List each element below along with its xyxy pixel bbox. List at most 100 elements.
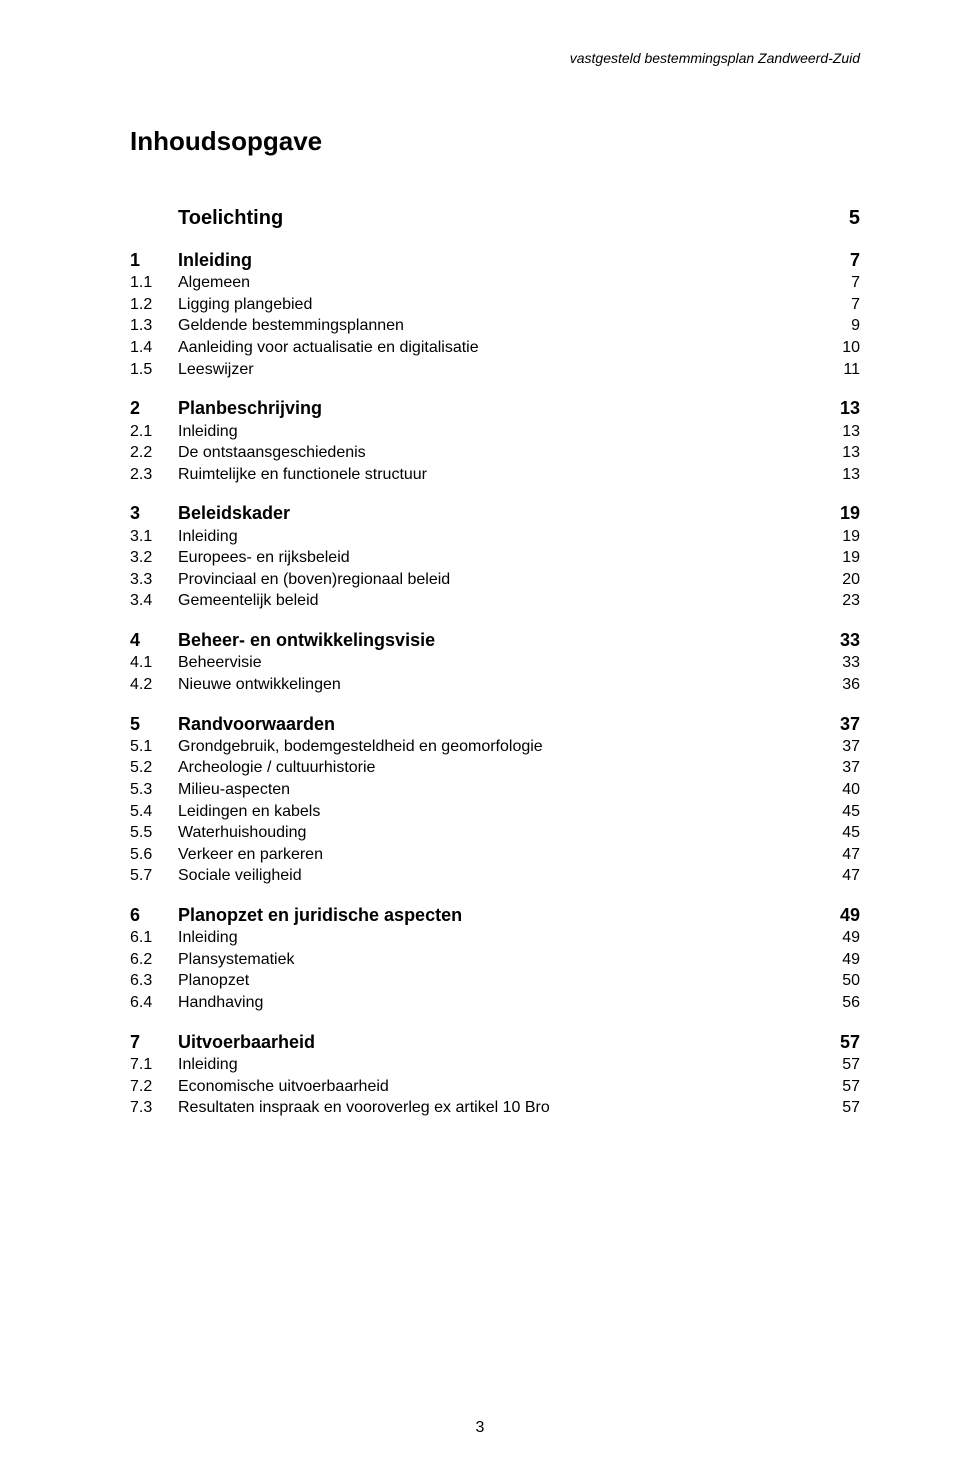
toc-entry-page: 49 (820, 927, 860, 949)
toc-row: 3.2Europees- en rijksbeleid19 (130, 547, 860, 569)
toc-entry-title: Milieu-aspecten (178, 779, 820, 801)
toc-row: 3.1Inleiding19 (130, 526, 860, 548)
toc-row: 6.1Inleiding49 (130, 927, 860, 949)
toc-entry-title: Inleiding (178, 1054, 820, 1076)
toc-entry-number: 4 (130, 628, 178, 652)
toc-entry-title: Planbeschrijving (178, 396, 820, 420)
toc-row: 7.2Economische uitvoerbaarheid57 (130, 1076, 860, 1098)
toc-entry-title: Geldende bestemmingsplannen (178, 315, 820, 337)
toc-entry-page: 37 (820, 757, 860, 779)
toc-entry-title: Randvoorwaarden (178, 712, 820, 736)
toc-entry-number: 5.7 (130, 865, 178, 887)
toc-entry-number: 5.2 (130, 757, 178, 779)
toc-entry-number: 4.2 (130, 674, 178, 696)
toc-entry-title: Verkeer en parkeren (178, 844, 820, 866)
toc-entry-page: 57 (820, 1076, 860, 1098)
toc-entry-number: 1.4 (130, 337, 178, 359)
toc-row: 1.2Ligging plangebied7 (130, 294, 860, 316)
toc-spacer (130, 696, 860, 712)
toc-entry-number: 4.1 (130, 652, 178, 674)
toc-entry-title: Beheer- en ontwikkelingsvisie (178, 628, 820, 652)
toc-entry-page: 19 (820, 547, 860, 569)
toc-entry-title: Aanleiding voor actualisatie en digitali… (178, 337, 820, 359)
toc-entry-number: 6 (130, 903, 178, 927)
toc-row: 4.1Beheervisie33 (130, 652, 860, 674)
toc-entry-title: Inleiding (178, 421, 820, 443)
toc-entry-number: 7.1 (130, 1054, 178, 1076)
toc-row: 7.3Resultaten inspraak en vooroverleg ex… (130, 1097, 860, 1119)
toc-entry-page: 57 (820, 1097, 860, 1119)
toc-entry-number: 1.3 (130, 315, 178, 337)
toc-row: 4.2Nieuwe ontwikkelingen36 (130, 674, 860, 696)
toc-entry-page: 36 (820, 674, 860, 696)
toc-entry-page: 23 (820, 590, 860, 612)
toc-row: 5.6Verkeer en parkeren47 (130, 844, 860, 866)
toc-entry-page: 13 (820, 421, 860, 443)
toc-entry-title: Beleidskader (178, 501, 820, 525)
toc-entry-number: 3.3 (130, 569, 178, 591)
page-number: 3 (0, 1419, 960, 1437)
toc-row: 5.3Milieu-aspecten40 (130, 779, 860, 801)
toc-entry-number: 5 (130, 712, 178, 736)
toc-entry-page: 10 (820, 337, 860, 359)
toc-entry-title: Grondgebruik, bodemgesteldheid en geomor… (178, 736, 820, 758)
toc-row: 5.2Archeologie / cultuurhistorie37 (130, 757, 860, 779)
toc-entry-title: Economische uitvoerbaarheid (178, 1076, 820, 1098)
toc-entry-page: 13 (820, 442, 860, 464)
toc-entry-title: Toelichting (178, 205, 820, 232)
toc-entry-title: Provinciaal en (boven)regionaal beleid (178, 569, 820, 591)
toc-entry-page: 7 (820, 294, 860, 316)
toc-entry-number: 6.4 (130, 992, 178, 1014)
toc-entry-title: Ligging plangebied (178, 294, 820, 316)
toc-row: 6.2Plansystematiek49 (130, 949, 860, 971)
toc-spacer (130, 232, 860, 248)
toc-row: 6.4Handhaving56 (130, 992, 860, 1014)
toc-entry-page: 47 (820, 844, 860, 866)
toc-row: Toelichting5 (130, 205, 860, 232)
table-of-contents: Toelichting51Inleiding71.1Algemeen71.2Li… (130, 205, 860, 1119)
toc-entry-number: 5.1 (130, 736, 178, 758)
toc-entry-page: 57 (820, 1054, 860, 1076)
toc-row: 5.5Waterhuishouding45 (130, 822, 860, 844)
toc-entry-page: 49 (820, 949, 860, 971)
document-page: vastgesteld bestemmingsplan Zandweerd-Zu… (0, 0, 960, 1463)
toc-entry-number: 6.2 (130, 949, 178, 971)
toc-row: 1.1Algemeen7 (130, 272, 860, 294)
toc-entry-number: 2.2 (130, 442, 178, 464)
toc-row: 1.3Geldende bestemmingsplannen9 (130, 315, 860, 337)
toc-entry-number: 7.2 (130, 1076, 178, 1098)
toc-entry-number: 5.4 (130, 801, 178, 823)
toc-entry-number: 2 (130, 396, 178, 420)
toc-entry-number: 1.5 (130, 359, 178, 381)
toc-entry-title: Planopzet (178, 970, 820, 992)
toc-entry-number: 1.2 (130, 294, 178, 316)
toc-row: 7.1Inleiding57 (130, 1054, 860, 1076)
toc-entry-title: Sociale veiligheid (178, 865, 820, 887)
toc-entry-page: 57 (820, 1030, 860, 1054)
toc-entry-page: 33 (820, 628, 860, 652)
toc-row: 3Beleidskader19 (130, 501, 860, 525)
toc-entry-title: Resultaten inspraak en vooroverleg ex ar… (178, 1097, 820, 1119)
running-head: vastgesteld bestemmingsplan Zandweerd-Zu… (130, 50, 860, 66)
toc-entry-page: 11 (820, 359, 860, 381)
toc-spacer (130, 612, 860, 628)
toc-entry-page: 13 (820, 464, 860, 486)
toc-entry-number: 2.3 (130, 464, 178, 486)
toc-entry-number: 7.3 (130, 1097, 178, 1119)
toc-row: 5.7Sociale veiligheid47 (130, 865, 860, 887)
toc-entry-number: 6.3 (130, 970, 178, 992)
toc-entry-page: 40 (820, 779, 860, 801)
toc-entry-title: Plansystematiek (178, 949, 820, 971)
toc-entry-title: Uitvoerbaarheid (178, 1030, 820, 1054)
toc-entry-number: 5.5 (130, 822, 178, 844)
toc-entry-page: 7 (820, 248, 860, 272)
toc-entry-title: Handhaving (178, 992, 820, 1014)
toc-entry-number: 1.1 (130, 272, 178, 294)
page-title: Inhoudsopgave (130, 126, 860, 157)
toc-entry-title: Inleiding (178, 248, 820, 272)
toc-row: 2.2De ontstaansgeschiedenis13 (130, 442, 860, 464)
toc-entry-page: 19 (820, 501, 860, 525)
toc-entry-page: 37 (820, 712, 860, 736)
toc-spacer (130, 380, 860, 396)
toc-row: 4Beheer- en ontwikkelingsvisie33 (130, 628, 860, 652)
